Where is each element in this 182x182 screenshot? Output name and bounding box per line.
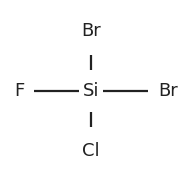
Text: Si: Si — [83, 82, 99, 100]
Text: F: F — [14, 82, 24, 100]
Text: Br: Br — [81, 22, 101, 40]
Text: Cl: Cl — [82, 142, 100, 160]
Text: Br: Br — [158, 82, 178, 100]
